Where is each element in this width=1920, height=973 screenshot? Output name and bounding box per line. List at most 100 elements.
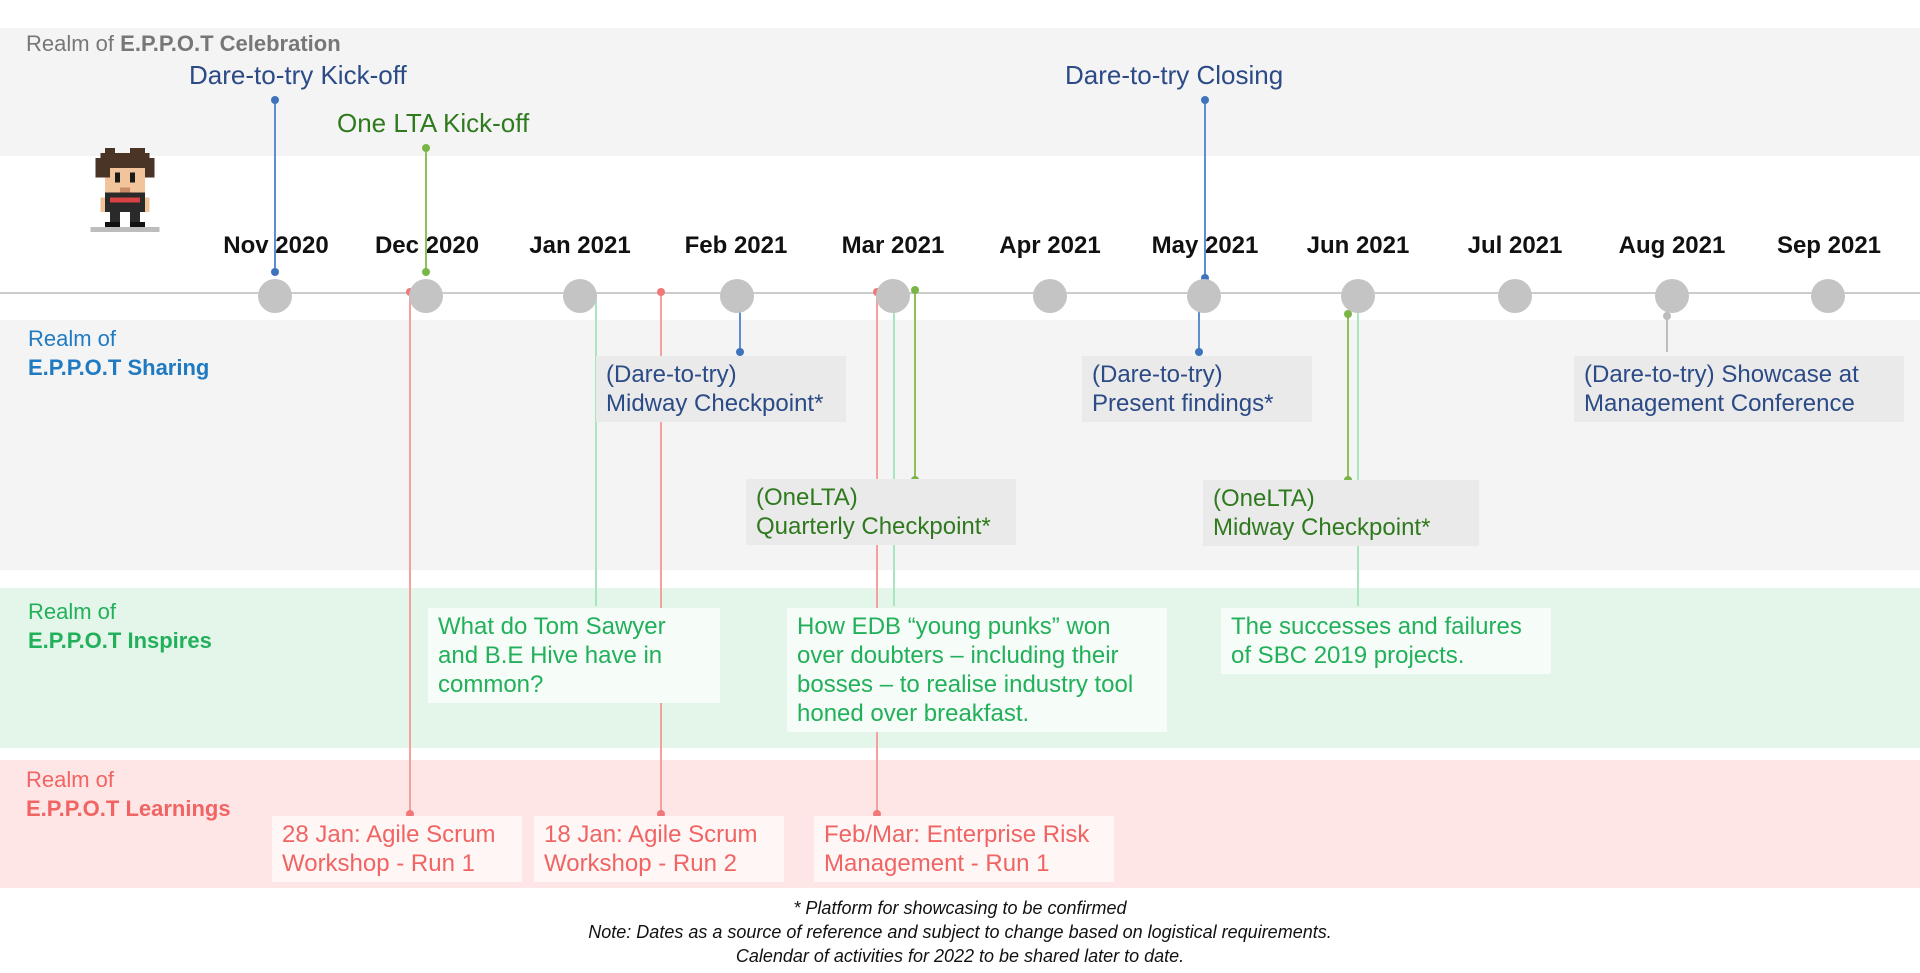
event-line: 28 Jan: Agile Scrum — [282, 821, 496, 848]
event-one-lta-kickoff: One LTA Kick-off — [337, 108, 530, 138]
connector-pin — [1201, 96, 1209, 104]
event-line: bosses – to realise industry tool — [797, 671, 1134, 698]
realm-label-sharing: Realm of E.P.P.O.T Sharing — [28, 324, 209, 382]
footnote-line: * Platform for showcasing to be confirme… — [793, 898, 1127, 918]
month-dot-jan-2021 — [563, 279, 597, 313]
connector-line — [595, 292, 597, 606]
event-line: Feb/Mar: Enterprise Risk — [824, 821, 1090, 848]
event-line: Management - Run 1 — [824, 850, 1050, 877]
month-label-aug-2021: Aug 2021 — [1618, 232, 1726, 259]
month-label-jan-2021: Jan 2021 — [529, 232, 631, 259]
event-line: What do Tom Sawyer — [438, 613, 666, 640]
connector-pin — [406, 810, 414, 818]
event-edb-young-punks: How EDB “young punks” won over doubters … — [787, 608, 1167, 732]
event-line: Workshop - Run 2 — [544, 850, 737, 877]
month-dot-may-2021 — [1187, 279, 1221, 313]
event-line: of SBC 2019 projects. — [1231, 642, 1465, 669]
connector-pin — [422, 144, 430, 152]
connector-line — [409, 292, 411, 814]
connector-line — [1204, 100, 1206, 278]
connector-line — [1357, 310, 1359, 606]
connector-pin — [422, 268, 430, 276]
connector-line — [660, 292, 662, 814]
event-line: (OneLTA) — [756, 484, 858, 511]
event-line: Midway Checkpoint* — [1213, 514, 1431, 541]
connector-line — [425, 148, 427, 272]
month-label-jun-2021: Jun 2021 — [1306, 232, 1410, 259]
event-line: Present findings* — [1092, 390, 1274, 417]
connector-pin — [1663, 312, 1671, 320]
event-line: (Dare-to-try) Showcase at — [1584, 361, 1859, 388]
event-dare-to-try-present-findings: (Dare-to-try) Present findings* — [1082, 356, 1312, 422]
timeline-axis — [0, 292, 1920, 294]
event-enterprise-risk-management: Feb/Mar: Enterprise Risk Management - Ru… — [814, 816, 1114, 882]
connector-line — [876, 292, 878, 814]
connector-pin — [736, 348, 744, 356]
connector-pin — [271, 268, 279, 276]
month-dot-jun-2021 — [1341, 279, 1375, 313]
realm-label-inspires: Realm of E.P.P.O.T Inspires — [28, 597, 212, 655]
celebration-band — [0, 28, 1920, 156]
event-dare-to-try-showcase: (Dare-to-try) Showcase at Management Con… — [1574, 356, 1904, 422]
footnote-line: Note: Dates as a source of reference and… — [588, 922, 1332, 942]
month-label-jul-2021: Jul 2021 — [1467, 232, 1563, 259]
footnote-line: Calendar of activities for 2022 to be sh… — [735, 946, 1185, 966]
event-dare-to-try-midway-checkpoint: (Dare-to-try) Midway Checkpoint* — [596, 356, 846, 422]
event-onelta-quarterly-checkpoint: (OneLTA) Quarterly Checkpoint* — [746, 479, 1016, 545]
connector-pin — [873, 810, 881, 818]
realm-name: E.P.P.O.T Inspires — [28, 628, 212, 653]
month-dot-aug-2021 — [1655, 279, 1689, 313]
connector-pin — [657, 810, 665, 818]
connector-line — [739, 302, 741, 352]
event-line: 18 Jan: Agile Scrum — [544, 821, 758, 848]
month-label-nov-2020: Nov 2020 — [223, 232, 329, 259]
event-onelta-midway-checkpoint: (OneLTA) Midway Checkpoint* — [1203, 480, 1479, 546]
realm-label-learnings: Realm of E.P.P.O.T Learnings — [26, 765, 231, 823]
event-agile-scrum-run-2: 18 Jan: Agile Scrum Workshop - Run 2 — [534, 816, 784, 882]
month-label-mar-2021: Mar 2021 — [841, 232, 945, 259]
connector-line — [1347, 314, 1349, 480]
footnotes: * Platform for showcasing to be confirme… — [0, 896, 1920, 968]
month-dot-apr-2021 — [1033, 279, 1067, 313]
connector-pin — [271, 96, 279, 104]
month-label-apr-2021: Apr 2021 — [999, 232, 1101, 259]
connector-pin — [657, 288, 665, 296]
month-dot-mar-2021 — [876, 279, 910, 313]
event-line: (Dare-to-try) — [1092, 361, 1223, 388]
event-line: over doubters – including their — [797, 642, 1119, 669]
event-line: Management Conference — [1584, 390, 1855, 417]
event-line: common? — [438, 671, 544, 698]
realm-name: E.P.P.O.T Learnings — [26, 796, 231, 821]
month-dot-dec-2020 — [409, 279, 443, 313]
event-line: (Dare-to-try) — [606, 361, 737, 388]
connector-line — [914, 290, 916, 480]
month-dot-feb-2021 — [720, 279, 754, 313]
realm-name: E.P.P.O.T Celebration — [120, 31, 341, 56]
event-agile-scrum-run-1: 28 Jan: Agile Scrum Workshop - Run 1 — [272, 816, 522, 882]
event-line: How EDB “young punks” won — [797, 613, 1111, 640]
realm-prefix: Realm of — [26, 767, 115, 792]
pixel-character-avatar-icon — [90, 148, 160, 232]
connector-line — [1666, 306, 1668, 352]
realm-name: E.P.P.O.T Sharing — [28, 355, 210, 380]
month-label-sep-2021: Sep 2021 — [1776, 232, 1882, 259]
realm-prefix: Realm of — [26, 31, 121, 56]
event-line: The successes and failures — [1231, 613, 1522, 640]
connector-line — [274, 100, 276, 272]
connector-pin — [1195, 348, 1203, 356]
connector-pin — [1201, 274, 1209, 282]
event-dare-to-try-kickoff: Dare-to-try Kick-off — [189, 60, 407, 90]
realm-label-celebration: Realm of E.P.P.O.T Celebration — [26, 29, 341, 58]
month-label-dec-2020: Dec 2020 — [374, 232, 480, 259]
event-dare-to-try-closing: Dare-to-try Closing — [1065, 60, 1284, 90]
connector-pin — [911, 286, 919, 294]
month-dot-jul-2021 — [1498, 279, 1532, 313]
event-sbc-2019-projects: The successes and failures of SBC 2019 p… — [1221, 608, 1551, 674]
event-line: honed over breakfast. — [797, 700, 1030, 727]
event-line: and B.E Hive have in — [438, 642, 663, 669]
event-line: (OneLTA) — [1213, 485, 1315, 512]
realm-prefix: Realm of — [28, 599, 117, 624]
event-line: Quarterly Checkpoint* — [756, 513, 991, 540]
connector-line — [1198, 302, 1200, 352]
